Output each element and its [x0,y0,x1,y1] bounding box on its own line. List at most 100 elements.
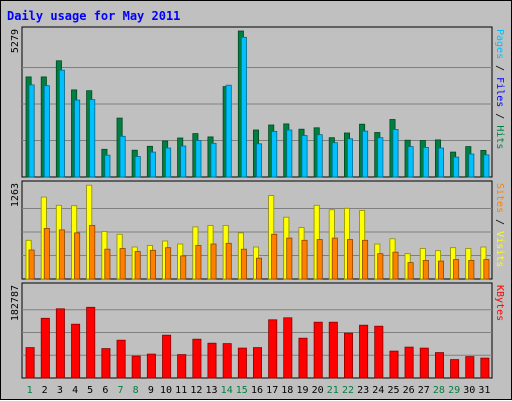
sites-bar [301,239,308,280]
files-bar [43,85,50,178]
kbytes-bar [480,357,490,379]
sites-bar [240,248,247,280]
sites-bar [225,242,232,280]
x-tick-label: 11 [175,385,187,396]
kbytes-bar [86,306,96,379]
files-bar [104,154,111,178]
x-tick-label: 10 [160,385,172,396]
x-tick-label: 16 [251,385,263,396]
y-max-label: 5279 [10,29,21,53]
files-bar [210,142,217,178]
files-bar [119,135,126,178]
legend-entry: / [494,107,505,125]
kbytes-bar [192,338,202,379]
x-tick-label: 28 [433,385,445,396]
legend-entry: / [494,59,505,77]
legend-entry: Hits [494,125,505,149]
x-tick-label: 20 [312,385,324,396]
kbytes-bar [25,347,35,379]
legend-entry: KBytes [494,285,505,321]
files-bar [286,129,293,178]
x-tick-label: 29 [448,385,460,396]
panel-legend: KBytes [494,285,505,321]
kbytes-bar [404,346,414,379]
kbytes-bar [343,332,353,379]
chart-panels: 5279 Pages / Files / Hits 1263 Sites / Visi… [10,26,505,379]
sites-bar [453,259,460,280]
sites-bar [331,237,338,280]
kbytes-bar [374,325,384,379]
legend-entry: Pages [494,29,505,59]
kbytes-bar [298,337,308,379]
y-max-label: 182787 [10,285,21,321]
files-bar [301,135,308,178]
kbytes-bar [207,342,217,379]
sites-bar [468,259,475,280]
sites-bar [271,233,278,280]
x-tick-label: 13 [205,385,217,396]
x-tick-label: 24 [372,385,384,396]
panel-legend: Pages / Files / Hits [494,29,505,149]
panel-hits-files: 5279 Pages / Files / Hits [10,26,505,178]
files-bar [392,128,399,178]
sites-bar [286,237,293,280]
files-bar [422,146,429,178]
kbytes-bar [434,352,444,379]
x-tick-label: 21 [327,385,339,396]
x-tick-label: 19 [296,385,308,396]
kbytes-bar [162,334,172,379]
y-max-label: 1263 [10,183,21,207]
x-tick-label: 5 [87,385,93,396]
files-bar [407,146,414,178]
sites-bar [134,251,141,280]
kbytes-bar [177,354,187,379]
x-tick-label: 3 [57,385,63,396]
files-bar [316,134,323,178]
kbytes-bar [268,319,278,379]
legend-entry: Visits [494,231,505,267]
kbytes-bar [359,324,369,379]
x-tick-label: 27 [418,385,430,396]
kbytes-bar [116,339,126,379]
kbytes-bar [328,321,338,379]
files-bar [195,140,202,178]
x-tick-label: 22 [342,385,354,396]
kbytes-bar [222,343,232,379]
sites-bar [377,253,384,280]
chart-title: Daily usage for May 2011 [7,9,180,23]
kbytes-bar [71,323,81,379]
kbytes-bar [389,350,399,379]
files-bar [134,156,141,178]
sites-bar [195,245,202,280]
files-bar [255,143,262,178]
panel-visits-sites: 1263 Sites / Visits [10,180,505,280]
x-tick-label: 17 [266,385,278,396]
x-tick-label: 18 [281,385,293,396]
kbytes-bar [237,347,247,379]
sites-bar [437,260,444,280]
sites-bar [180,255,187,280]
files-bar [180,145,187,178]
x-tick-label: 14 [221,385,233,396]
series-files [28,36,490,178]
kbytes-bar [419,347,429,379]
x-tick-label: 30 [463,385,475,396]
sites-bar [28,249,35,280]
files-bar [225,84,232,178]
sites-bar [119,248,126,280]
x-tick-label: 9 [148,385,154,396]
files-bar [437,147,444,178]
legend-entry: / [494,213,505,231]
x-tick-label: 31 [478,385,490,396]
x-tick-label: 26 [403,385,415,396]
kbytes-bar [313,321,323,379]
sites-bar [483,259,490,280]
files-bar [453,156,460,178]
x-tick-label: 2 [42,385,48,396]
sites-bar [210,243,217,280]
files-bar [483,154,490,178]
x-tick-label: 4 [72,385,78,396]
legend-entry: Files [494,77,505,107]
